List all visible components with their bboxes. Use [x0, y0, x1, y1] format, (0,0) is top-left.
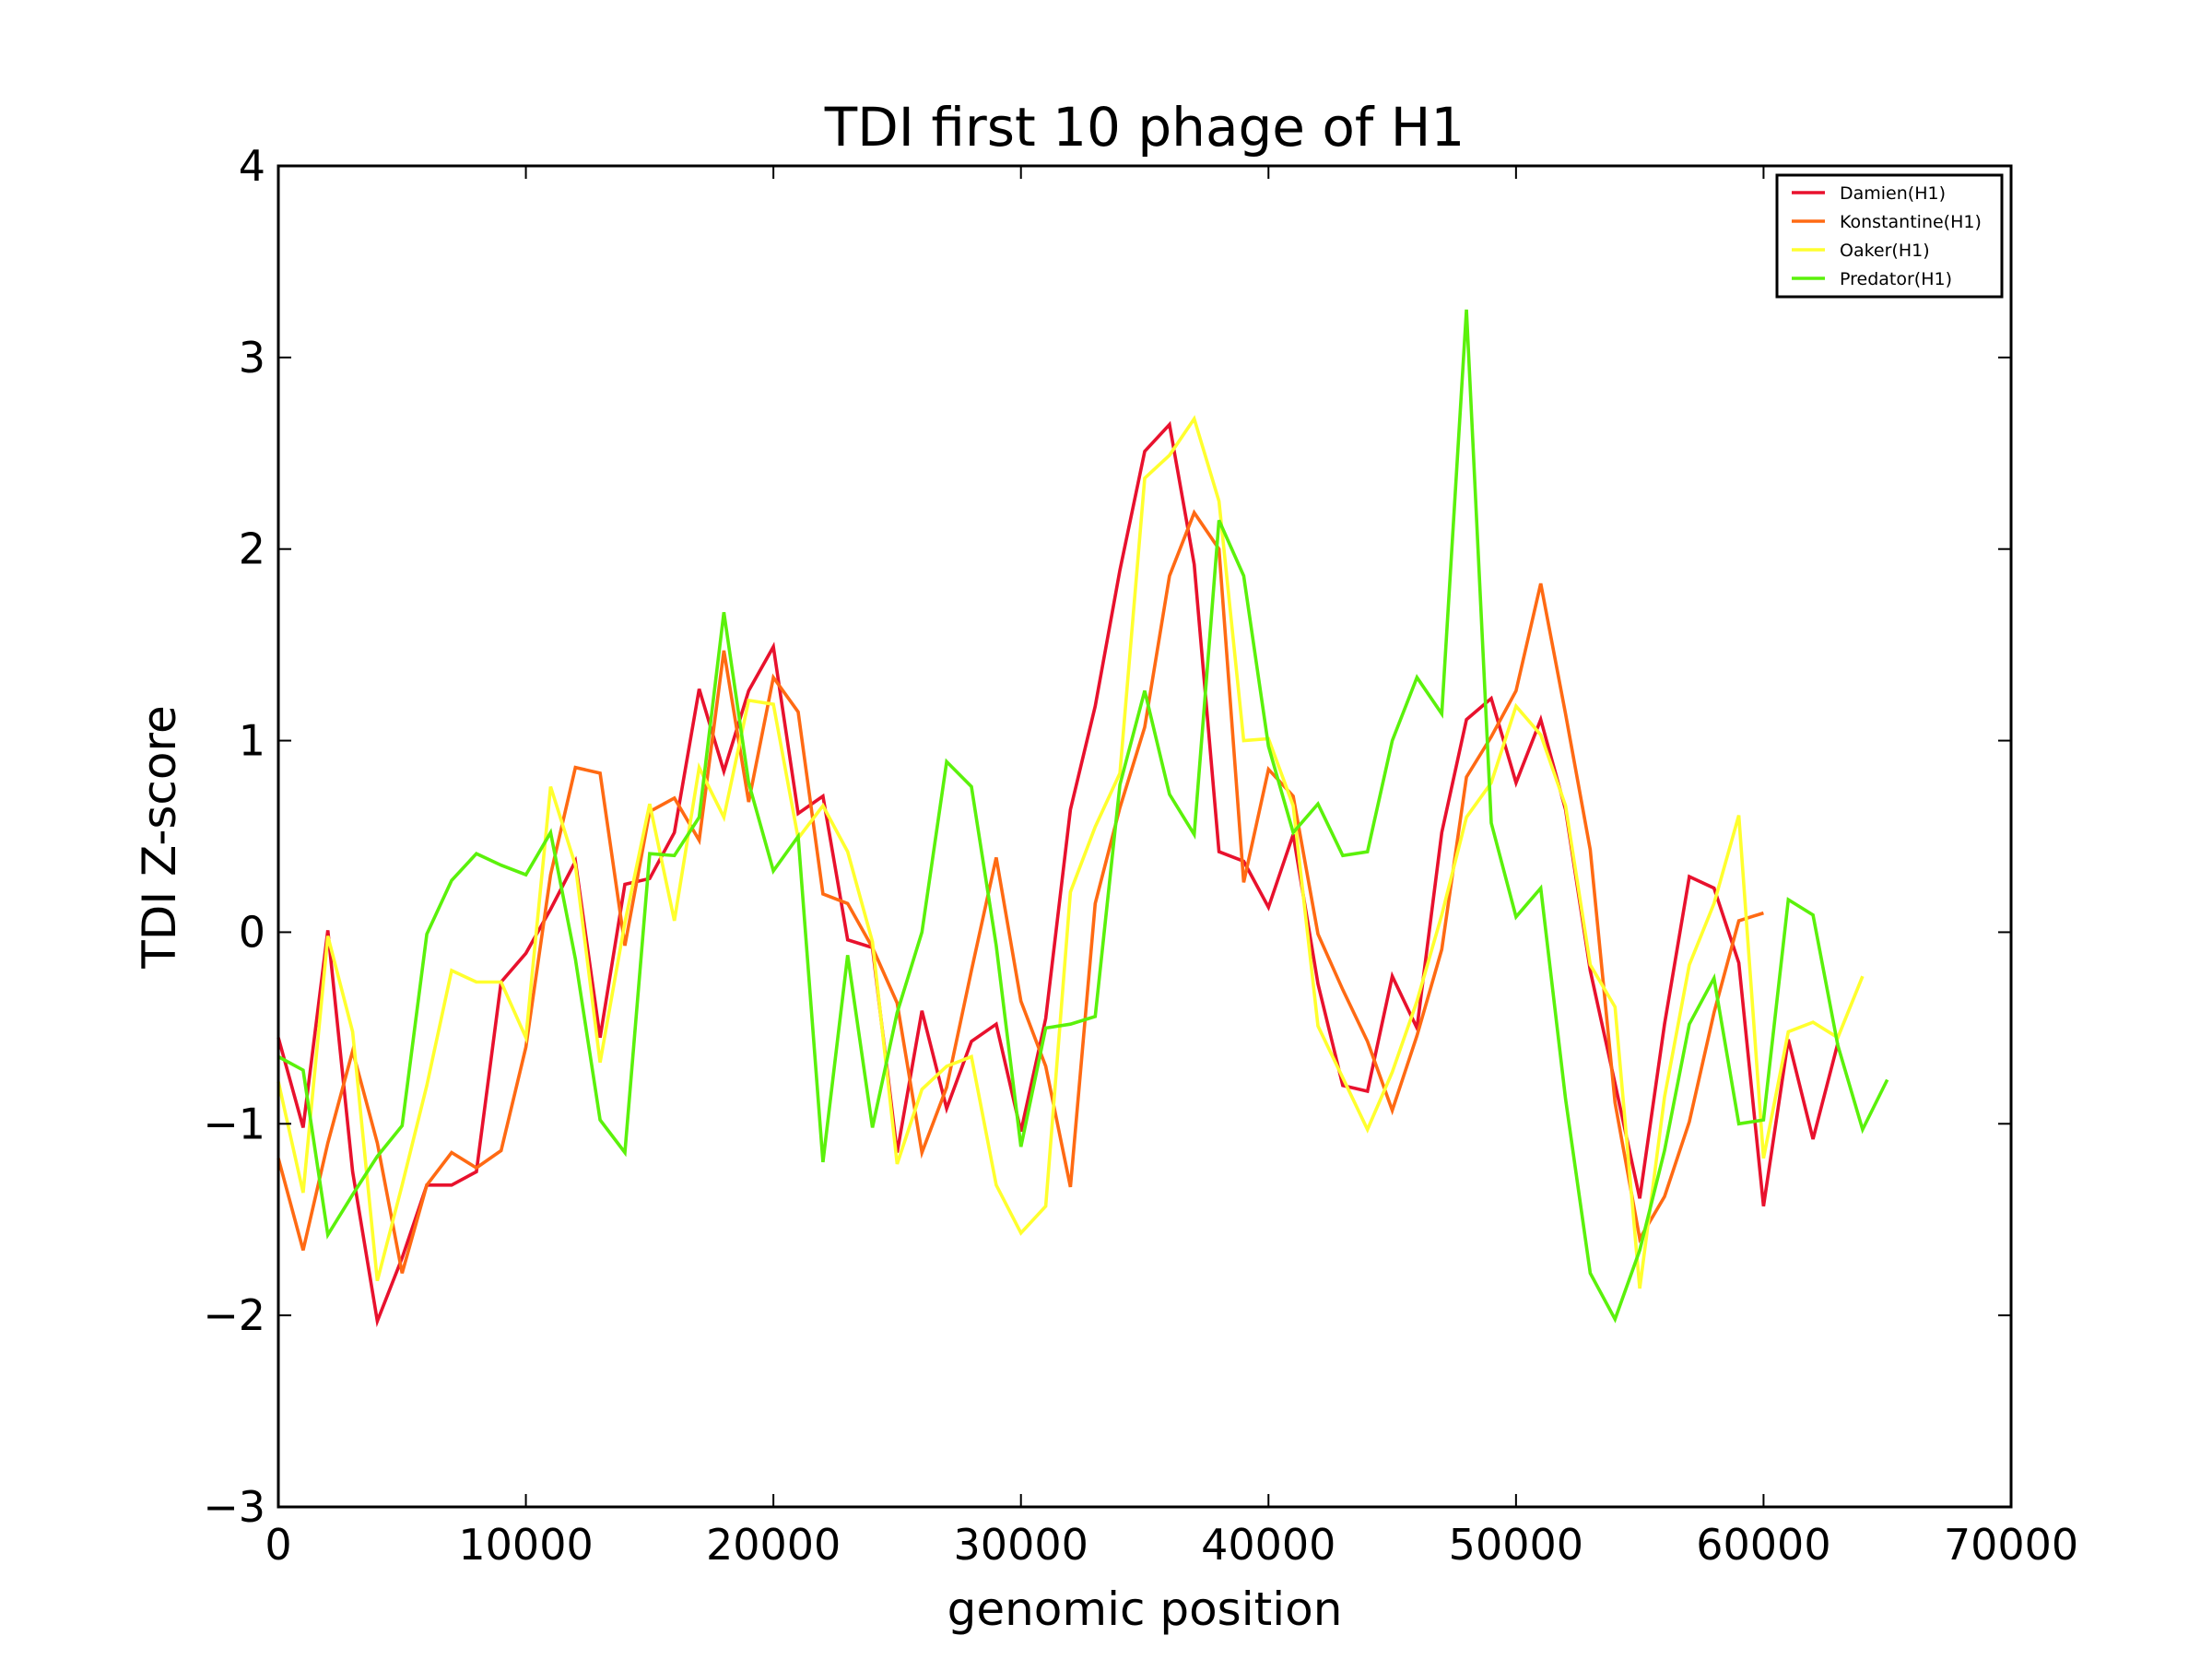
- plot-frame: [276, 164, 2013, 1509]
- legend-frame: [1775, 173, 2004, 299]
- legend-items: Damien(H1) Konstantine(H1) Oaker(H1) Predat…: [1792, 183, 1982, 289]
- y-tick-label: 4: [239, 141, 265, 191]
- x-axis-title: genomic position: [947, 1583, 1343, 1636]
- y-tick-label: −2: [203, 1290, 265, 1340]
- legend-label: Konstantine(H1): [1840, 212, 1982, 232]
- series-line-1: [276, 509, 1764, 1274]
- series-layer: [276, 309, 1889, 1328]
- x-tick-label: 10000: [458, 1520, 593, 1570]
- x-tick-label: 0: [265, 1520, 291, 1570]
- legend-label: Damien(H1): [1840, 183, 1946, 204]
- x-tick-label: 70000: [1944, 1520, 2078, 1570]
- y-axis-title: TDI Z-score: [133, 705, 186, 969]
- x-tick-label: 30000: [954, 1520, 1088, 1570]
- y-tick-label: 2: [239, 524, 265, 574]
- legend: Damien(H1) Konstantine(H1) Oaker(H1) Predat…: [1775, 173, 2004, 299]
- series-line-2: [276, 415, 1865, 1289]
- plot-area: 0 10000 20000 30000 40000 50000 60000 70000 −3 −2…: [203, 141, 2078, 1570]
- y-tick-label: 1: [239, 716, 265, 766]
- x-tick-label: 20000: [706, 1520, 841, 1570]
- y-tick-label: −1: [203, 1099, 265, 1148]
- tick-layer: 0 10000 20000 30000 40000 50000 60000 70000 −3 −2…: [203, 141, 2078, 1570]
- y-tick-label: −3: [203, 1482, 265, 1532]
- y-tick-label: 3: [239, 333, 265, 382]
- series-line-3: [277, 309, 1889, 1324]
- x-tick-label: 50000: [1449, 1520, 1583, 1570]
- y-tick-label: 0: [239, 907, 265, 957]
- x-tick-label: 40000: [1201, 1520, 1335, 1570]
- legend-label: Predator(H1): [1840, 269, 1952, 289]
- series-line-0: [276, 420, 1840, 1328]
- chart-title: TDI first 10 phage of H1: [824, 96, 1465, 159]
- legend-label: Oaker(H1): [1840, 241, 1930, 261]
- x-tick-label: 60000: [1696, 1520, 1830, 1570]
